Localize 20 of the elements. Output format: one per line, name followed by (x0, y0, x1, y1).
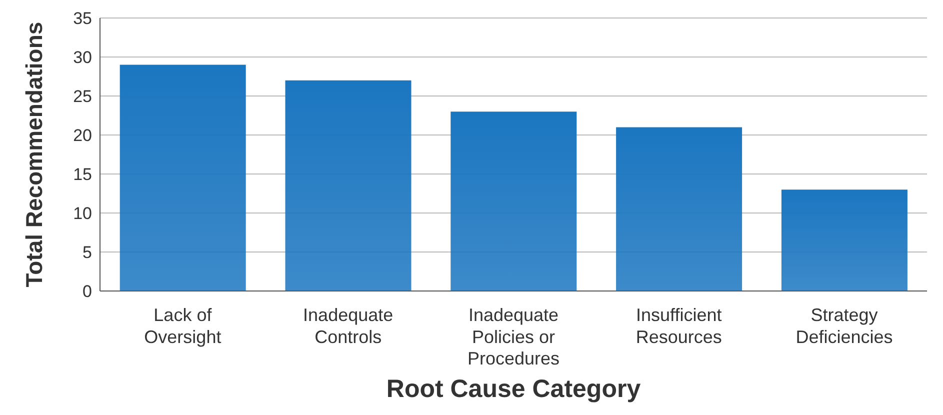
x-tick-label: Inadequate Controls (303, 305, 394, 347)
y-tick-label: 30 (73, 48, 92, 68)
bar (616, 127, 742, 291)
bar (120, 64, 246, 291)
y-tick-label: 20 (73, 126, 92, 146)
x-tick-label: Strategy Deficiencies (796, 305, 893, 347)
bar (450, 112, 577, 291)
bar (285, 80, 412, 291)
x-axis-title: Root Cause Category (386, 375, 641, 403)
y-tick-label: 35 (73, 9, 92, 28)
x-tick-label: Insufficient Resources (636, 305, 722, 347)
y-tick-label: 10 (73, 204, 92, 224)
x-tick-label: Inadequate Policies or Procedures (467, 305, 560, 368)
bar (781, 190, 908, 291)
y-tick-label: 15 (73, 165, 92, 184)
y-tick-label: 25 (73, 87, 92, 106)
y-tick-label: 5 (82, 243, 92, 262)
y-axis-title: Total Recommendations (21, 22, 48, 288)
x-tick-label: Lack of Oversight (144, 305, 222, 347)
y-tick-label: 0 (82, 282, 92, 302)
